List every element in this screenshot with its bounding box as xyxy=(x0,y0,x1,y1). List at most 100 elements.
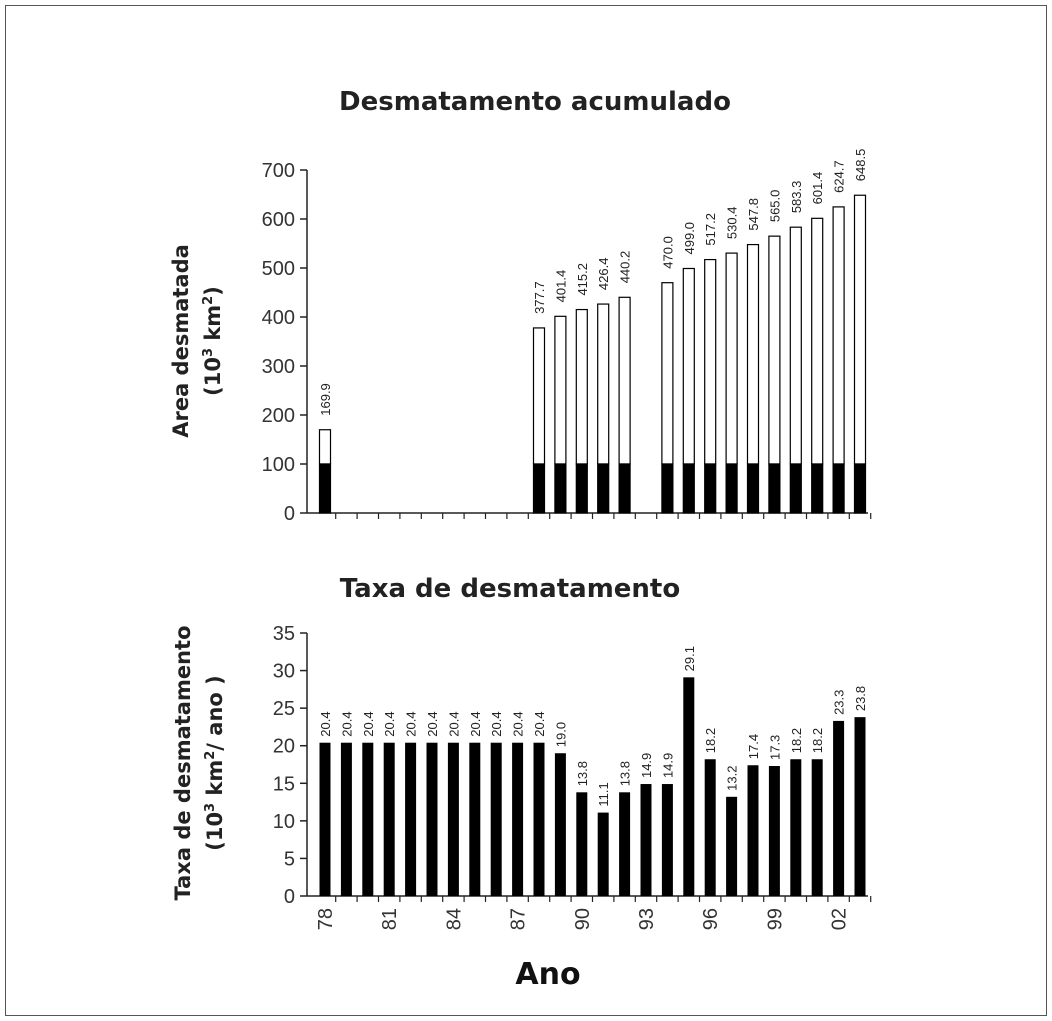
top-bar-increment xyxy=(704,258,717,465)
bottom-bar-value-label: 20.4 xyxy=(532,711,547,736)
x-tick-label: 78 xyxy=(315,908,337,930)
bottom-bar-value-label: 18.2 xyxy=(810,728,825,753)
bottom-bar xyxy=(640,784,652,896)
top-bar-increment xyxy=(618,296,631,465)
top-bar-base xyxy=(811,463,824,514)
top-bar-base xyxy=(704,463,717,514)
bottom-bar xyxy=(340,742,352,896)
bottom-chart-ylabel-line1: Taxa de desmatamento xyxy=(171,626,195,901)
top-y-tick-label: 200 xyxy=(262,405,295,427)
top-bar-value-label: 547.8 xyxy=(746,198,761,231)
top-bar-base xyxy=(789,463,802,514)
top-y-tick-label: 100 xyxy=(262,454,295,476)
x-tick-label: 96 xyxy=(700,908,722,930)
bottom-y-tick-label: 35 xyxy=(273,623,295,645)
top-bar-value-label: 583.3 xyxy=(789,181,804,214)
bottom-bar xyxy=(619,792,631,896)
bottom-bar-value-label: 20.4 xyxy=(404,711,419,736)
bottom-bar-value-label: 20.4 xyxy=(468,711,483,736)
top-bar-base xyxy=(832,463,845,514)
bottom-bar xyxy=(811,759,823,896)
top-bar-increment xyxy=(746,243,760,465)
bottom-bar xyxy=(790,759,802,896)
x-tick-label: 02 xyxy=(829,908,851,930)
bottom-y-tick-label: 5 xyxy=(284,848,295,870)
top-bar-increment xyxy=(789,226,802,465)
bottom-bar-value-label: 19.0 xyxy=(553,722,568,747)
x-tick-label: 87 xyxy=(508,908,530,930)
bottom-chart-data-labels: 20.4 20.4 20.4 20.4 20.4 20.4 20.4 20.4 20.4 20.4… xyxy=(318,646,868,807)
top-bar-increment xyxy=(575,308,588,465)
top-bar-value-label: 530.4 xyxy=(725,207,740,240)
top-bar-value-label: 601.4 xyxy=(810,172,825,205)
top-bar-value-label: 377.7 xyxy=(532,281,547,314)
top-bar-increment xyxy=(682,267,695,465)
bottom-bar xyxy=(576,792,588,896)
bottom-bar-value-label: 18.2 xyxy=(789,728,804,753)
bottom-bar-value-label: 14.9 xyxy=(639,753,654,778)
bottom-bar xyxy=(726,796,738,896)
bottom-bar xyxy=(597,812,609,896)
bottom-bar-value-label: 20.4 xyxy=(425,711,440,736)
bottom-bar xyxy=(833,720,845,896)
top-bar-base xyxy=(618,463,631,514)
top-bar-base xyxy=(554,463,567,514)
bottom-bar-value-label: 20.4 xyxy=(446,711,461,736)
top-ylabel-exp2: 2 xyxy=(201,296,216,305)
bottom-bar-value-label: 23.8 xyxy=(853,686,868,711)
bottom-bar xyxy=(319,742,331,896)
top-bar-increment xyxy=(318,429,332,465)
top-y-tick-label: 700 xyxy=(262,160,295,182)
bottom-bar xyxy=(554,753,566,896)
top-bar-base xyxy=(532,463,546,514)
bottom-bar-value-label: 17.3 xyxy=(767,735,782,760)
bottom-chart-title: Taxa de desmatamento xyxy=(340,574,680,604)
top-bar-base xyxy=(682,463,695,514)
x-axis-title: Ano xyxy=(515,957,580,992)
top-bar-value-label: 470.0 xyxy=(660,236,675,269)
bottom-y-tick-label: 0 xyxy=(284,886,295,908)
bottom-ylabel-exp2: 2 xyxy=(203,751,218,760)
top-chart-ylabel-line2: (103 km2) xyxy=(201,286,225,396)
bottom-bar-value-label: 13.8 xyxy=(575,761,590,786)
bottom-bar xyxy=(383,742,395,896)
top-bar-base xyxy=(746,463,760,514)
top-bar-value-label: 648.5 xyxy=(853,149,868,182)
figure-frame xyxy=(5,5,1047,1016)
top-y-tick-label: 0 xyxy=(284,503,295,525)
bottom-bar-value-label: 20.4 xyxy=(382,711,397,736)
x-tick-label: 90 xyxy=(572,908,594,930)
top-bar-base xyxy=(725,463,738,514)
bottom-y-tick-label: 20 xyxy=(273,736,295,758)
top-y-tick-label: 500 xyxy=(262,258,295,280)
x-tick-label: 99 xyxy=(764,908,786,930)
top-bar-value-label: 499.0 xyxy=(682,222,697,255)
bottom-bar xyxy=(469,742,481,896)
bottom-bar xyxy=(854,717,866,896)
bottom-bar xyxy=(426,742,438,896)
bottom-bar xyxy=(661,784,673,896)
top-bar-increment xyxy=(597,303,610,465)
top-bar-increment xyxy=(725,252,738,465)
bottom-ylabel-end: / ano ) xyxy=(203,675,227,750)
bottom-ylabel-base: (10 xyxy=(203,812,227,851)
top-bar-value-label: 415.2 xyxy=(575,263,590,296)
bottom-bar xyxy=(747,765,759,896)
top-bar-base xyxy=(597,463,610,514)
top-y-tick-label: 300 xyxy=(262,356,295,378)
top-ylabel-mid: km xyxy=(201,305,225,348)
bottom-bar-value-label: 23.3 xyxy=(832,690,847,715)
x-tick-label: 93 xyxy=(636,908,658,930)
bottom-bar xyxy=(447,742,459,896)
bottom-bar-value-label: 17.4 xyxy=(746,734,761,759)
top-bar-base xyxy=(768,463,781,514)
bottom-ylabel-exp: 3 xyxy=(203,803,218,812)
top-bar-value-label: 169.9 xyxy=(318,383,333,416)
top-bar-increment xyxy=(853,194,867,465)
bottom-bar-value-label: 11.1 xyxy=(596,782,611,806)
top-chart-data-labels: 169.9 377.7 401.4 415.2 426.4 440.2 470.0 499.0… xyxy=(318,149,868,416)
top-bar-base xyxy=(661,463,674,514)
bottom-bar-value-label: 29.1 xyxy=(682,646,697,671)
bottom-chart-bars xyxy=(319,677,866,896)
